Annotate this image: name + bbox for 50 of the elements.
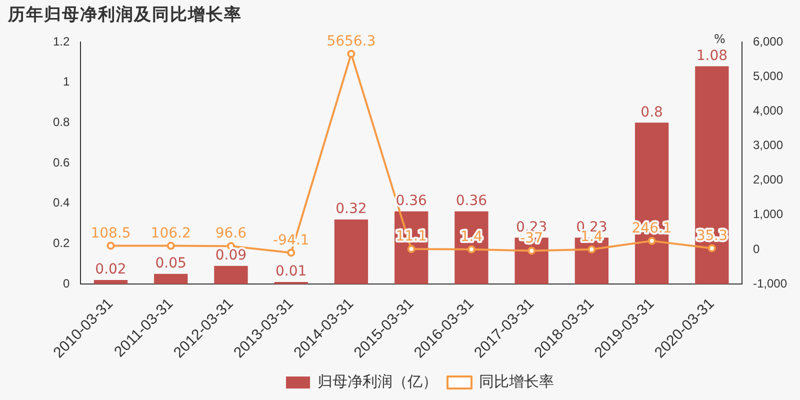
data-label: 5656.3 — [326, 34, 376, 50]
data-label: 0.09 — [215, 248, 247, 264]
y2-tick-label: 6,000 — [752, 34, 784, 48]
data-label: 35.3 — [696, 228, 728, 244]
y-tick-label: 0 — [62, 276, 70, 290]
point — [287, 248, 296, 257]
y-tick-label: 0.4 — [52, 196, 70, 210]
y-tick-label: 0.2 — [52, 236, 70, 250]
legend-label: 同比增长率 — [479, 374, 554, 391]
data-label: 0.32 — [336, 201, 367, 218]
data-label: 0.36 — [456, 193, 488, 210]
point — [588, 245, 596, 254]
y-tick-label: 0.6 — [52, 155, 70, 170]
chart-title: 历年归母净利润及同比增长率 — [8, 4, 242, 26]
y2-tick-label: 1,000 — [752, 207, 784, 222]
y2-tick-label: -1,000 — [752, 276, 788, 290]
y-tick-label: 0.8 — [52, 114, 70, 129]
data-label: 1.08 — [696, 48, 728, 64]
data-label: 108.5 — [90, 225, 131, 242]
y2-axis-title: % — [714, 32, 726, 46]
y-tick-label: 1 — [62, 74, 70, 89]
bar — [454, 211, 488, 284]
data-label: 96.6 — [215, 226, 247, 242]
bar — [695, 66, 729, 284]
data-label: 0.01 — [276, 264, 307, 280]
data-label: 0.05 — [155, 256, 186, 272]
y2-tick-label: 3,000 — [752, 138, 784, 152]
bar — [94, 280, 128, 284]
bar — [154, 274, 188, 284]
legend-label: 归母净利润（亿） — [318, 374, 438, 391]
data-label: 1.4 — [460, 229, 483, 246]
y2-tick-label: 0 — [752, 242, 760, 256]
y-tick-label: 1.2 — [52, 34, 70, 48]
point — [528, 246, 536, 255]
point — [648, 236, 656, 245]
point — [708, 244, 716, 252]
data-label: 106.2 — [150, 225, 191, 242]
point — [467, 245, 476, 254]
bar — [334, 219, 368, 284]
bar — [634, 122, 669, 284]
y2-tick-label: 5,000 — [752, 68, 784, 83]
bar — [214, 266, 248, 284]
point — [347, 50, 356, 58]
data-label: 0.8 — [640, 104, 663, 120]
point — [407, 245, 416, 254]
point — [106, 242, 115, 250]
data-label: 0.02 — [95, 262, 126, 278]
y2-tick-label: 2,000 — [752, 172, 784, 187]
y2-tick-label: 4,000 — [752, 103, 784, 118]
point — [166, 242, 175, 250]
